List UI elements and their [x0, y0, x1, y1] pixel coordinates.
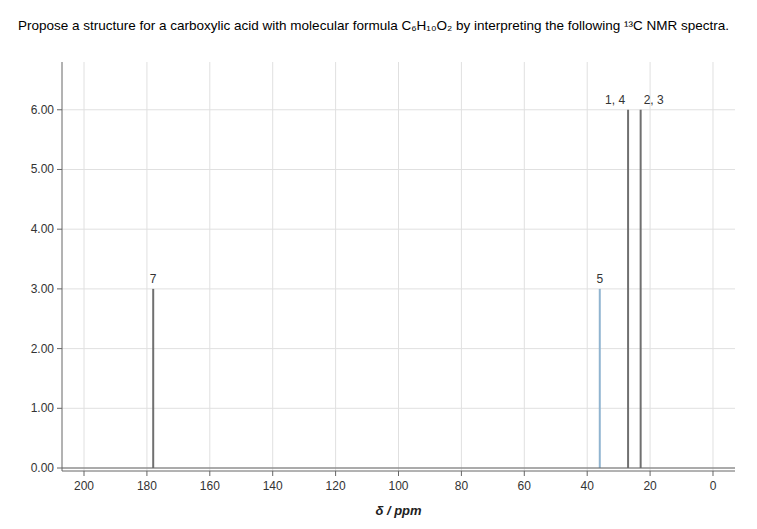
x-tick-label: 100: [388, 479, 408, 493]
grid-line: [335, 62, 336, 471]
grid-line: [84, 62, 85, 471]
grid-line: [272, 62, 273, 471]
x-axis-label: δ / ppm: [375, 503, 422, 518]
x-tick-label: 80: [455, 479, 469, 493]
y-tick: [57, 408, 62, 409]
x-tick: [146, 471, 147, 476]
x-tick: [712, 471, 713, 476]
peak-label: 7: [150, 272, 157, 286]
grid-line: [524, 62, 525, 471]
peaks: [153, 110, 640, 468]
peak: [627, 110, 629, 468]
x-tick: [650, 471, 651, 476]
grid-line: [62, 408, 735, 409]
x-tick: [587, 471, 588, 476]
y-tick-label: 6.00: [31, 103, 55, 117]
title: Propose a structure for a carboxylic aci…: [18, 18, 729, 33]
grid-line: [398, 62, 399, 471]
x-tick: [461, 471, 462, 476]
grid-line: [62, 229, 735, 230]
x-tick-label: 200: [74, 479, 94, 493]
peak-label: 2, 3: [644, 93, 664, 107]
baseline: [62, 468, 735, 469]
x-tick-label: 20: [643, 479, 657, 493]
grid-line: [62, 109, 735, 110]
x-tick-label: 0: [710, 479, 717, 493]
x-tick: [335, 471, 336, 476]
axes: 2001801601401201008060402000.001.002.003…: [31, 62, 735, 493]
y-tick: [57, 288, 62, 289]
x-tick-label: 140: [263, 479, 283, 493]
x-tick-label: 160: [200, 479, 220, 493]
grid-line: [461, 62, 462, 471]
grid-line: [650, 62, 651, 471]
peak-labels: 7 5 1, 4 2, 3: [150, 93, 664, 286]
x-tick: [524, 471, 525, 476]
x-tick: [84, 471, 85, 476]
y-tick: [57, 348, 62, 349]
x-tick-label: 120: [326, 479, 346, 493]
x-tick: [272, 471, 273, 476]
peak-label: 5: [596, 272, 603, 286]
grid: [62, 62, 735, 471]
grid-line: [712, 62, 713, 471]
x-tick: [398, 471, 399, 476]
peak: [152, 289, 154, 468]
y-axis-line: [62, 62, 63, 471]
y-tick-label: 2.00: [31, 342, 55, 356]
chart: 2001801601401201008060402000.001.002.003…: [0, 0, 757, 529]
peak: [599, 289, 601, 468]
y-tick-label: 5.00: [31, 162, 55, 176]
grid-line: [209, 62, 210, 471]
grid-line: [146, 62, 147, 471]
grid-line: [62, 169, 735, 170]
x-tick-label: 60: [518, 479, 532, 493]
y-tick: [57, 109, 62, 110]
x-tick-label: 40: [581, 479, 595, 493]
peak: [640, 110, 642, 468]
y-tick: [57, 169, 62, 170]
grid-line: [62, 348, 735, 349]
x-tick-label: 180: [137, 479, 157, 493]
y-tick-label: 1.00: [31, 401, 55, 415]
y-tick-label: 4.00: [31, 222, 55, 236]
y-tick-label: 3.00: [31, 282, 55, 296]
y-tick: [57, 229, 62, 230]
grid-line: [62, 468, 735, 469]
y-tick-label: 0.00: [31, 461, 55, 475]
x-tick: [209, 471, 210, 476]
grid-line: [587, 62, 588, 471]
peak-label: 1, 4: [605, 93, 625, 107]
y-tick: [57, 468, 62, 469]
grid-line: [62, 288, 735, 289]
